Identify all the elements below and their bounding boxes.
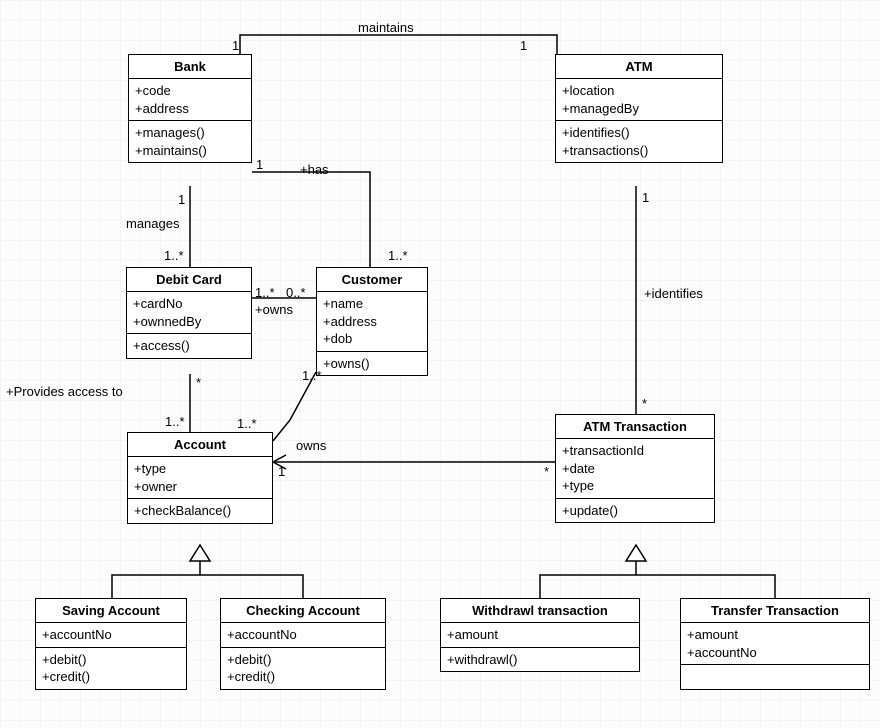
- edge-account-generalization: [112, 545, 303, 598]
- edge-atmtransaction-generalization: [540, 545, 775, 598]
- label-mult-n: 1..*: [164, 248, 184, 263]
- class-account: Account +type +owner +checkBalance(): [127, 432, 273, 524]
- label-mult-star: *: [196, 375, 201, 390]
- class-title: Customer: [317, 268, 427, 292]
- class-title: Bank: [129, 55, 251, 79]
- class-checking-account: Checking Account +accountNo +debit() +cr…: [220, 598, 386, 690]
- label-owns: +owns: [255, 302, 293, 317]
- class-ops: +identifies() +transactions(): [556, 121, 722, 162]
- class-attrs: +name +address +dob: [317, 292, 427, 352]
- edge-bank-customer-has: [252, 172, 370, 267]
- label-owns-text: owns: [296, 438, 326, 453]
- label-mult-1: 1: [642, 190, 649, 205]
- label-mult-n: 1..*: [237, 416, 257, 431]
- class-atm: ATM +location +managedBy +identifies() +…: [555, 54, 723, 163]
- class-ops: +debit() +credit(): [36, 648, 186, 689]
- class-ops: +withdrawl(): [441, 648, 639, 672]
- class-title: Account: [128, 433, 272, 457]
- edge-bank-atm-maintains: [240, 35, 557, 55]
- label-identifies: +identifies: [644, 286, 703, 301]
- label-mult-star: *: [544, 464, 549, 479]
- class-attrs: +type +owner: [128, 457, 272, 499]
- class-ops: [681, 665, 869, 689]
- label-mult-n: 1..*: [302, 368, 322, 383]
- class-title: Checking Account: [221, 599, 385, 623]
- class-transfer-transaction: Transfer Transaction +amount +accountNo: [680, 598, 870, 690]
- class-ops: +access(): [127, 334, 251, 358]
- diagram-canvas: Bank +code +address +manages() +maintain…: [0, 0, 880, 728]
- class-title: Withdrawl transaction: [441, 599, 639, 623]
- class-title: ATM: [556, 55, 722, 79]
- label-mult-n: 1..*: [165, 414, 185, 429]
- class-attrs: +accountNo: [221, 623, 385, 648]
- label-mult-1: 1: [256, 157, 263, 172]
- class-attrs: +location +managedBy: [556, 79, 722, 121]
- class-title: ATM Transaction: [556, 415, 714, 439]
- label-mult-n: 1..*: [388, 248, 408, 263]
- label-mult-n: 0..*: [286, 285, 306, 300]
- class-saving-account: Saving Account +accountNo +debit() +cred…: [35, 598, 187, 690]
- class-title: Saving Account: [36, 599, 186, 623]
- label-manages: manages: [126, 216, 179, 231]
- class-ops: +owns(): [317, 352, 427, 376]
- class-attrs: +code +address: [129, 79, 251, 121]
- label-mult-1: 1: [278, 464, 285, 479]
- class-ops: +checkBalance(): [128, 499, 272, 523]
- class-ops: +manages() +maintains(): [129, 121, 251, 162]
- class-customer: Customer +name +address +dob +owns(): [316, 267, 428, 376]
- class-attrs: +transactionId +date +type: [556, 439, 714, 499]
- class-atm-transaction: ATM Transaction +transactionId +date +ty…: [555, 414, 715, 523]
- class-title: Transfer Transaction: [681, 599, 869, 623]
- label-has: +has: [300, 162, 329, 177]
- label-mult-1: 1: [520, 38, 527, 53]
- label-provides-access: +Provides access to: [6, 384, 123, 399]
- class-bank: Bank +code +address +manages() +maintain…: [128, 54, 252, 163]
- class-attrs: +amount: [441, 623, 639, 648]
- class-title: Debit Card: [127, 268, 251, 292]
- class-ops: +debit() +credit(): [221, 648, 385, 689]
- label-mult-n: 1..*: [255, 285, 275, 300]
- class-ops: +update(): [556, 499, 714, 523]
- label-mult-star: *: [642, 396, 647, 411]
- class-withdrawl-transaction: Withdrawl transaction +amount +withdrawl…: [440, 598, 640, 672]
- class-attrs: +accountNo: [36, 623, 186, 648]
- class-debit-card: Debit Card +cardNo +ownnedBy +access(): [126, 267, 252, 359]
- class-attrs: +cardNo +ownnedBy: [127, 292, 251, 334]
- class-attrs: +amount +accountNo: [681, 623, 869, 665]
- label-maintains: maintains: [358, 20, 414, 35]
- label-mult-1: 1: [232, 38, 239, 53]
- label-mult-1: 1: [178, 192, 185, 207]
